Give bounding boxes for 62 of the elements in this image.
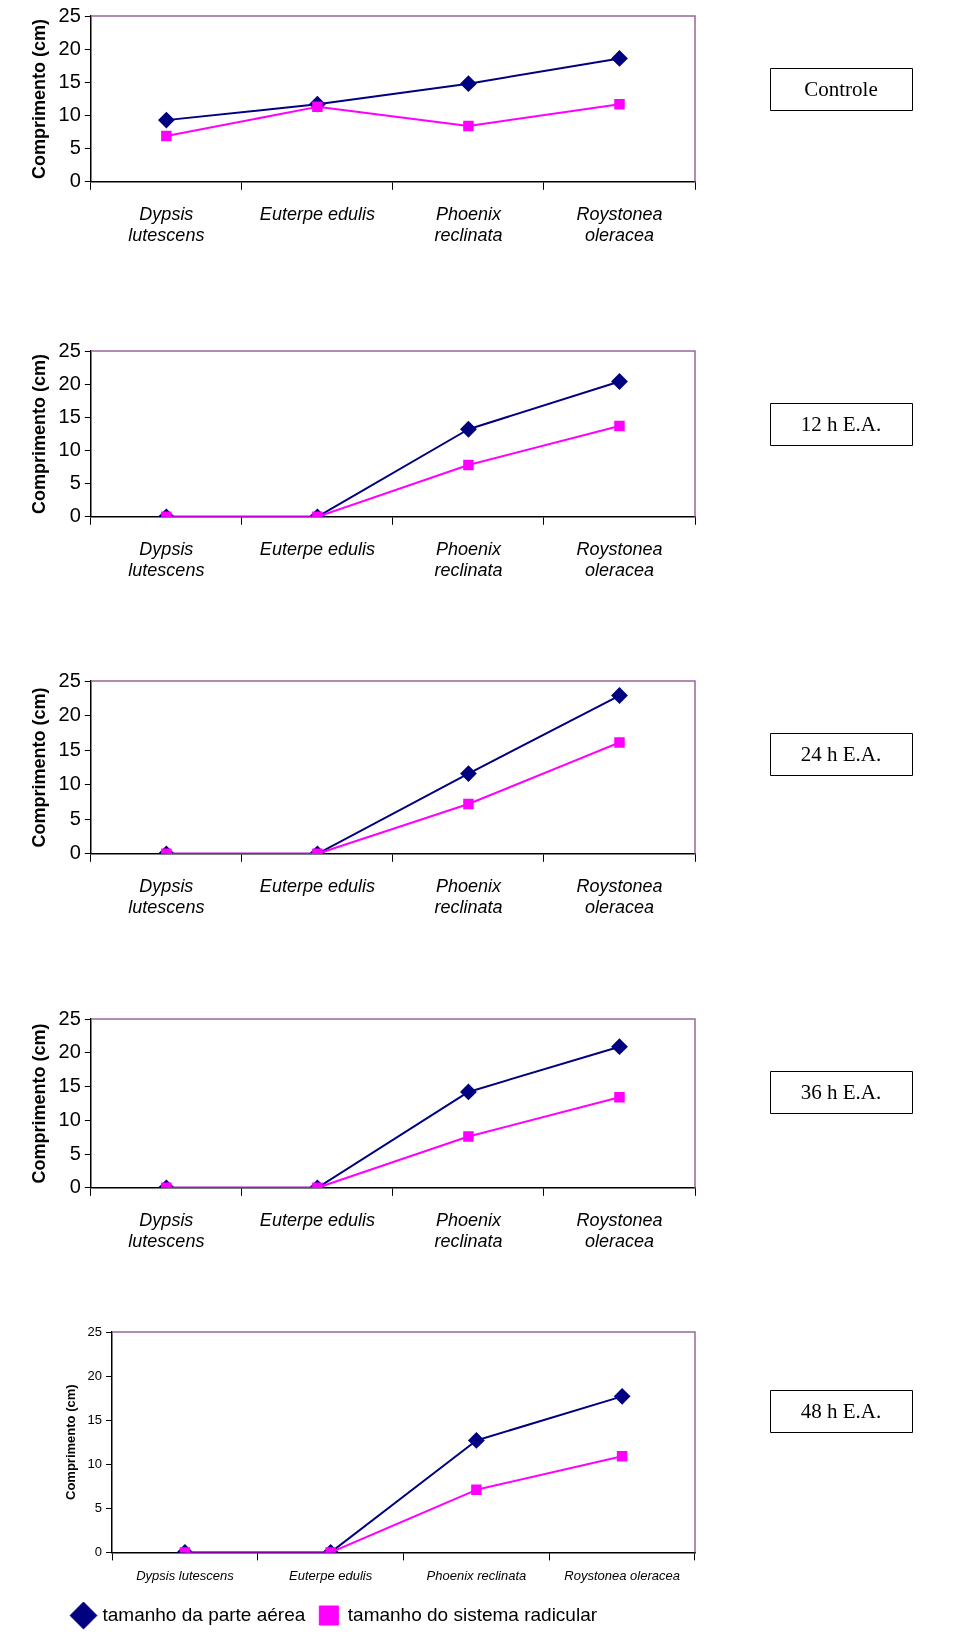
x-tick-label: Phoenix reclinata <box>434 538 503 581</box>
y-axis-title: Comprimento (cm) <box>28 1023 49 1184</box>
x-tick-label: Dypsis lutescens <box>128 875 205 918</box>
x-tick-label: Roystonea oleracea <box>576 538 663 581</box>
legend-label: tamanho da parte aérea <box>102 1603 306 1625</box>
y-tick-label: 5 <box>69 806 81 829</box>
y-tick-label: 25 <box>58 338 81 361</box>
x-tick-label: Dypsis lutescens <box>128 203 205 246</box>
x-tick-label: Roystonea oleracea <box>576 1209 663 1252</box>
y-tick-label: 15 <box>58 69 81 92</box>
x-tick-label: Dypsis lutescens <box>128 538 205 581</box>
legend-label: tamanho do sistema radicular <box>347 1603 598 1625</box>
y-tick-label: 25 <box>58 668 81 691</box>
y-tick-label: 10 <box>58 1107 81 1130</box>
y-tick-label: 0 <box>69 1175 81 1198</box>
y-tick-label: 10 <box>58 772 81 795</box>
y-tick-label: 15 <box>87 1411 103 1427</box>
x-tick-label: Phoenix reclinata <box>434 203 503 246</box>
y-axis-title: Comprimento (cm) <box>63 1384 79 1500</box>
y-tick-label: 10 <box>58 438 81 460</box>
x-tick-label: Euterpe edulis <box>259 538 375 559</box>
y-tick-label: 0 <box>69 504 81 527</box>
y-tick-label: 5 <box>94 1499 103 1515</box>
x-tick-label: Phoenix reclinata <box>434 1209 503 1252</box>
y-tick-label: 25 <box>58 1006 81 1029</box>
x-tick-label: Roystonea oleracea <box>576 203 663 246</box>
y-tick-label: 10 <box>87 1455 103 1471</box>
y-axis-title: Comprimento (cm) <box>28 687 49 848</box>
y-tick-label: 20 <box>58 36 81 59</box>
y-tick-label: 20 <box>58 1040 81 1063</box>
y-tick-label: 15 <box>58 737 81 760</box>
y-tick-label: 20 <box>58 371 81 394</box>
y-axis-title: Comprimento (cm) <box>28 353 49 514</box>
y-tick-label: 15 <box>58 404 81 427</box>
y-tick-label: 0 <box>69 169 81 192</box>
x-tick-label: Roystonea oleracea <box>576 875 663 918</box>
y-tick-label: 0 <box>69 841 81 864</box>
x-tick-label: Phoenix reclinata <box>434 875 503 918</box>
y-tick-label: 5 <box>69 471 81 494</box>
y-axis-title: Comprimento (cm) <box>28 18 49 179</box>
y-tick-label: 20 <box>58 703 81 726</box>
text: Controle <box>804 76 878 101</box>
y-tick-label: 25 <box>58 3 81 26</box>
x-tick-label: Euterpe edulis <box>259 875 375 896</box>
y-tick-label: 10 <box>58 103 81 125</box>
x-tick-label: Euterpe edulis <box>259 203 375 224</box>
x-tick-label: Euterpe edulis <box>289 1567 373 1583</box>
y-tick-label: 5 <box>69 1141 81 1164</box>
x-tick-label: Roystonea oleracea <box>564 1567 680 1583</box>
y-tick-label: 25 <box>87 1323 103 1339</box>
text: 24 h E.A. <box>800 741 882 766</box>
y-tick-label: 15 <box>58 1074 81 1097</box>
x-tick-label: Phoenix reclinata <box>426 1567 527 1583</box>
x-tick-label: Dypsis lutescens <box>128 1209 205 1252</box>
y-tick-label: 20 <box>87 1367 103 1383</box>
text: 12 h E.A. <box>800 411 882 436</box>
text: 48 h E.A. <box>800 1398 882 1423</box>
y-tick-label: 0 <box>94 1543 103 1559</box>
text: 36 h E.A. <box>800 1079 882 1104</box>
x-tick-label: Dypsis lutescens <box>136 1567 235 1583</box>
y-tick-label: 5 <box>69 136 81 159</box>
x-tick-label: Euterpe edulis <box>259 1209 375 1230</box>
